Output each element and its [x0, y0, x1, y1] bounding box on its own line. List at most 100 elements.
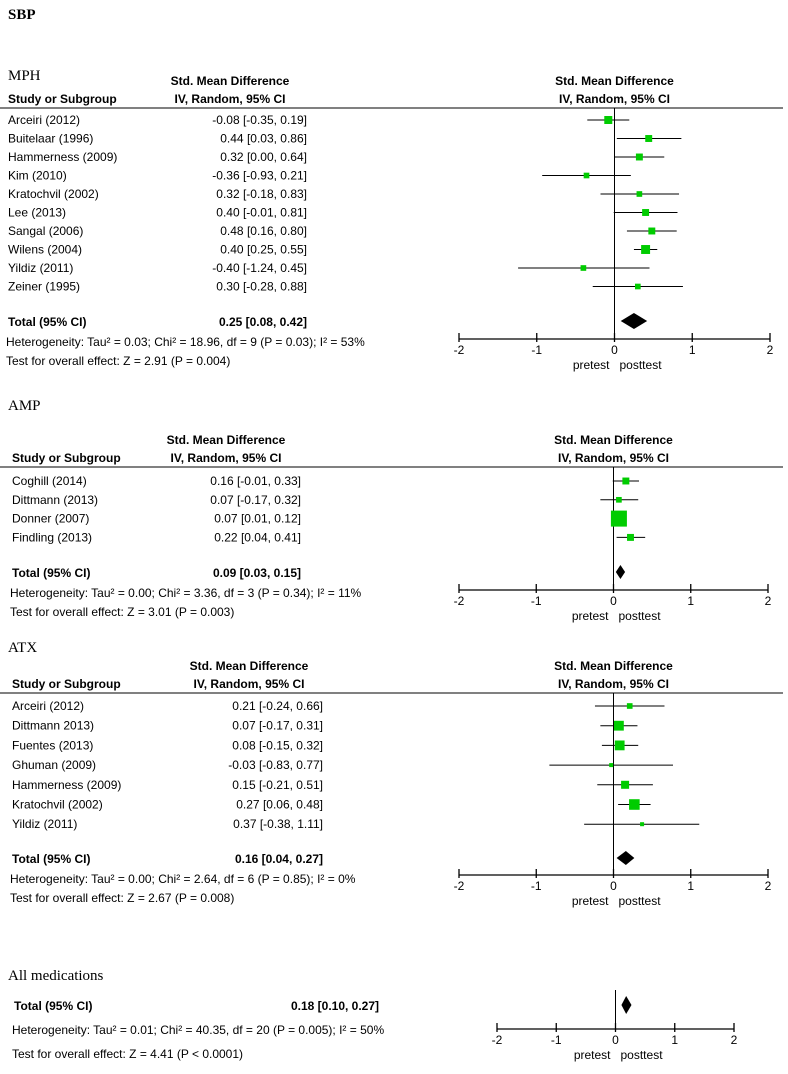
x-tick-label: 0	[612, 1033, 619, 1047]
total-effect-ci: 0.16 [0.04, 0.27]	[235, 852, 323, 866]
study-name: Arceiri (2012)	[12, 699, 84, 713]
effect-marker	[645, 135, 653, 142]
table-effect-header: Std. Mean Difference	[167, 433, 286, 447]
study-effect-ci: 0.07 [-0.17, 0.31]	[232, 719, 323, 733]
study-effect-ci: 0.32 [-0.18, 0.83]	[216, 187, 307, 201]
heterogeneity-text: Heterogeneity: Tau² = 0.00; Chi² = 3.36,…	[10, 586, 362, 600]
effect-marker	[640, 822, 645, 827]
favours-right-label: posttest	[620, 358, 663, 372]
favours-left-label: pretest	[574, 1048, 611, 1062]
total-label: Total (95% CI)	[12, 566, 90, 580]
effect-marker	[621, 780, 630, 789]
study-name: Yildiz (2011)	[8, 261, 73, 275]
study-name: Wilens (2004)	[8, 243, 82, 257]
x-tick-label: -2	[454, 594, 465, 608]
effect-marker	[614, 740, 625, 751]
overall-effect-text: Test for overall effect: Z = 4.41 (P < 0…	[12, 1047, 243, 1061]
study-name: Donner (2007)	[12, 512, 89, 526]
study-name: Dittmann 2013)	[12, 719, 94, 733]
study-effect-ci: 0.22 [0.04, 0.41]	[214, 530, 301, 544]
study-name: Findling (2013)	[12, 530, 92, 544]
x-tick-label: -1	[531, 879, 542, 893]
effect-marker	[641, 245, 651, 254]
x-tick-label: -2	[454, 343, 465, 357]
panel-title: MPH	[8, 68, 41, 84]
table-method-header: IV, Random, 95% CI	[175, 92, 286, 106]
x-tick-label: -2	[454, 879, 465, 893]
study-name: Kratochvil (2002)	[8, 187, 99, 201]
x-tick-label: -1	[551, 1033, 562, 1047]
study-header: Study or Subgroup	[12, 677, 121, 691]
study-name: Yildiz (2011)	[12, 817, 77, 831]
effect-marker	[626, 703, 633, 709]
effect-marker	[629, 799, 640, 810]
study-effect-ci: 0.40 [0.25, 0.55]	[220, 243, 307, 257]
x-tick-label: 2	[767, 343, 774, 357]
plot-method-header: IV, Random, 95% CI	[558, 677, 669, 691]
x-tick-label: -2	[492, 1033, 503, 1047]
effect-marker	[634, 283, 641, 290]
total-effect-ci: 0.25 [0.08, 0.42]	[219, 315, 307, 329]
panel-title: All medications	[8, 968, 104, 984]
effect-marker	[627, 533, 634, 541]
plot-method-header: IV, Random, 95% CI	[559, 92, 670, 106]
study-effect-ci: 0.48 [0.16, 0.80]	[220, 224, 307, 238]
plot-effect-header: Std. Mean Difference	[554, 433, 673, 447]
study-name: Kratochvil (2002)	[12, 798, 103, 812]
total-label: Total (95% CI)	[14, 999, 92, 1013]
study-effect-ci: 0.30 [-0.28, 0.88]	[216, 280, 307, 294]
study-name: Buitelaar (1996)	[8, 132, 93, 146]
study-effect-ci: 0.07 [0.01, 0.12]	[214, 512, 301, 526]
effect-marker	[610, 510, 627, 527]
effect-marker	[580, 265, 587, 271]
study-effect-ci: 0.21 [-0.24, 0.66]	[232, 699, 323, 713]
study-name: Dittmann (2013)	[12, 493, 98, 507]
x-tick-label: 0	[610, 879, 617, 893]
study-effect-ci: 0.37 [-0.38, 1.11]	[233, 817, 323, 831]
effect-marker	[635, 153, 643, 161]
x-tick-label: 1	[687, 879, 694, 893]
favours-right-label: posttest	[621, 1048, 664, 1062]
x-tick-label: 0	[611, 343, 618, 357]
effect-marker	[583, 172, 590, 179]
effect-marker	[616, 496, 622, 503]
study-effect-ci: 0.07 [-0.17, 0.32]	[210, 493, 301, 507]
total-label: Total (95% CI)	[8, 315, 86, 329]
plot-method-header: IV, Random, 95% CI	[558, 451, 669, 465]
table-method-header: IV, Random, 95% CI	[171, 451, 282, 465]
effect-marker	[636, 191, 643, 197]
effect-marker	[642, 209, 650, 216]
effect-marker	[622, 477, 630, 485]
heterogeneity-text: Heterogeneity: Tau² = 0.01; Chi² = 40.35…	[12, 1023, 384, 1037]
overall-effect-text: Test for overall effect: Z = 2.67 (P = 0…	[10, 891, 234, 905]
study-effect-ci: 0.32 [0.00, 0.64]	[220, 150, 307, 164]
study-effect-ci: 0.08 [-0.15, 0.32]	[232, 738, 323, 752]
table-method-header: IV, Random, 95% CI	[194, 677, 305, 691]
study-effect-ci: 0.44 [0.03, 0.86]	[220, 132, 307, 146]
pooled-diamond	[620, 313, 648, 329]
study-name: Lee (2013)	[8, 206, 66, 220]
study-name: Zeiner (1995)	[8, 280, 80, 294]
total-label: Total (95% CI)	[12, 852, 90, 866]
x-tick-label: 1	[671, 1033, 678, 1047]
heterogeneity-text: Heterogeneity: Tau² = 0.03; Chi² = 18.96…	[6, 335, 365, 349]
plot-effect-header: Std. Mean Difference	[555, 74, 674, 88]
pooled-diamond	[615, 565, 626, 579]
x-tick-label: 0	[610, 594, 617, 608]
study-effect-ci: 0.16 [-0.01, 0.33]	[210, 474, 301, 488]
x-tick-label: 2	[731, 1033, 738, 1047]
favours-left-label: pretest	[572, 609, 609, 623]
x-tick-label: 1	[687, 594, 694, 608]
study-effect-ci: -0.36 [-0.93, 0.21]	[212, 169, 307, 183]
study-name: Arceiri (2012)	[8, 113, 80, 127]
study-header: Study or Subgroup	[8, 92, 117, 106]
favours-left-label: pretest	[573, 358, 610, 372]
x-tick-label: 2	[765, 594, 772, 608]
figure-title: SBP	[8, 7, 36, 23]
study-effect-ci: -0.08 [-0.35, 0.19]	[212, 113, 307, 127]
plot-effect-header: Std. Mean Difference	[554, 659, 673, 673]
panel-title: AMP	[8, 398, 41, 414]
effect-marker	[604, 116, 613, 124]
